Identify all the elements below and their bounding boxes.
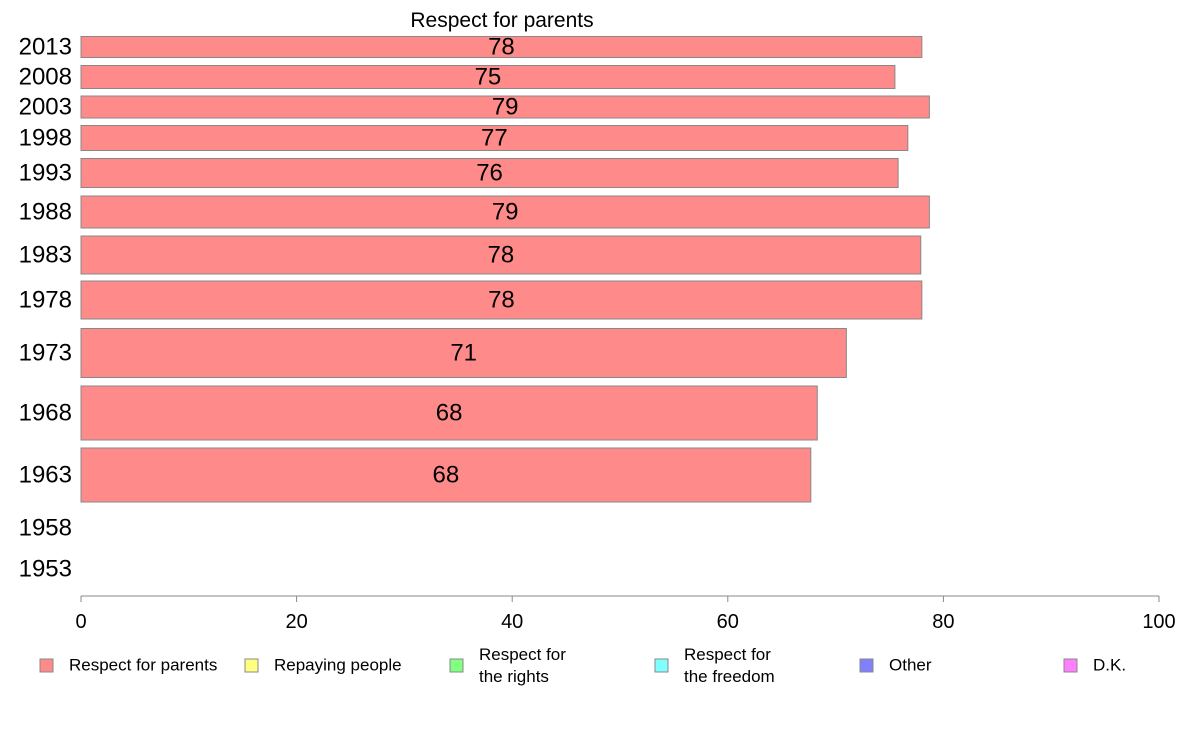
bar-2003 bbox=[80, 95, 930, 119]
bar-2008 bbox=[80, 65, 896, 89]
value-label-1973: 71 bbox=[450, 340, 477, 367]
legend-swatch bbox=[244, 658, 259, 673]
value-label-1993: 76 bbox=[476, 160, 503, 187]
category-label-1963: 1963 bbox=[19, 462, 72, 489]
bar-1993 bbox=[80, 158, 899, 188]
category-label-2013: 2013 bbox=[19, 34, 72, 61]
legend-swatch bbox=[449, 658, 464, 673]
category-label-2003: 2003 bbox=[19, 94, 72, 121]
x-axis: 0 20 40 60 80 100 bbox=[75, 595, 1176, 633]
category-label-1988: 1988 bbox=[19, 199, 72, 226]
x-tick-label-0: 0 bbox=[75, 611, 86, 633]
bar-1983 bbox=[80, 235, 922, 275]
x-tick-label-100: 100 bbox=[1142, 611, 1175, 633]
legend-swatch bbox=[1063, 658, 1078, 673]
bar-1963 bbox=[80, 447, 812, 503]
bar-1978 bbox=[80, 280, 923, 320]
value-label-1978: 78 bbox=[488, 287, 515, 314]
value-label-1988: 79 bbox=[492, 199, 519, 226]
category-label-1968: 1968 bbox=[19, 400, 72, 427]
legend-label: Respect for the rights bbox=[479, 645, 566, 686]
bar-2013 bbox=[80, 36, 923, 58]
value-label-2003: 79 bbox=[492, 94, 519, 121]
bars-group: 2013 78 2008 75 2003 79 1998 77 1993 76 1988 79 1983… bbox=[19, 34, 930, 583]
x-tick-label-20: 20 bbox=[285, 611, 307, 633]
bar-1973 bbox=[80, 328, 847, 378]
value-label-1983: 78 bbox=[488, 242, 515, 269]
category-label-1973: 1973 bbox=[19, 340, 72, 367]
value-label-1998: 77 bbox=[481, 125, 508, 152]
legend: Respect for parents Repaying people Respec… bbox=[39, 645, 1126, 686]
legend-item-5: D.K. bbox=[1063, 656, 1126, 675]
legend-label: Other bbox=[889, 656, 932, 675]
value-label-2013: 78 bbox=[488, 34, 515, 61]
legend-item-1: Repaying people bbox=[244, 656, 402, 675]
chart-title: Respect for parents bbox=[410, 9, 593, 32]
category-label-1983: 1983 bbox=[19, 242, 72, 269]
x-tick-label-60: 60 bbox=[717, 611, 739, 633]
legend-label: Respect for parents bbox=[69, 656, 217, 675]
category-label-1998: 1998 bbox=[19, 125, 72, 152]
legend-swatch bbox=[39, 658, 54, 673]
legend-item-2: Respect for the rights bbox=[449, 645, 566, 686]
legend-swatch bbox=[654, 658, 669, 673]
bar-1998 bbox=[80, 125, 909, 151]
value-label-1963: 68 bbox=[433, 462, 460, 489]
category-label-1958: 1958 bbox=[19, 515, 72, 542]
bar-1988 bbox=[80, 195, 930, 229]
value-label-1968: 68 bbox=[436, 400, 463, 427]
x-tick-label-80: 80 bbox=[932, 611, 954, 633]
bar-1968 bbox=[80, 385, 818, 441]
legend-label: D.K. bbox=[1093, 656, 1126, 675]
category-label-2008: 2008 bbox=[19, 64, 72, 91]
category-label-1953: 1953 bbox=[19, 556, 72, 583]
legend-swatch bbox=[859, 658, 874, 673]
legend-item-0: Respect for parents bbox=[39, 656, 217, 675]
legend-item-3: Respect for the freedom bbox=[654, 645, 775, 686]
legend-label: Repaying people bbox=[274, 656, 402, 675]
category-label-1993: 1993 bbox=[19, 160, 72, 187]
legend-label: Respect for the freedom bbox=[684, 645, 775, 686]
x-tick-label-40: 40 bbox=[501, 611, 523, 633]
value-label-2008: 75 bbox=[475, 64, 502, 91]
category-label-1978: 1978 bbox=[19, 287, 72, 314]
legend-item-4: Other bbox=[859, 656, 932, 675]
